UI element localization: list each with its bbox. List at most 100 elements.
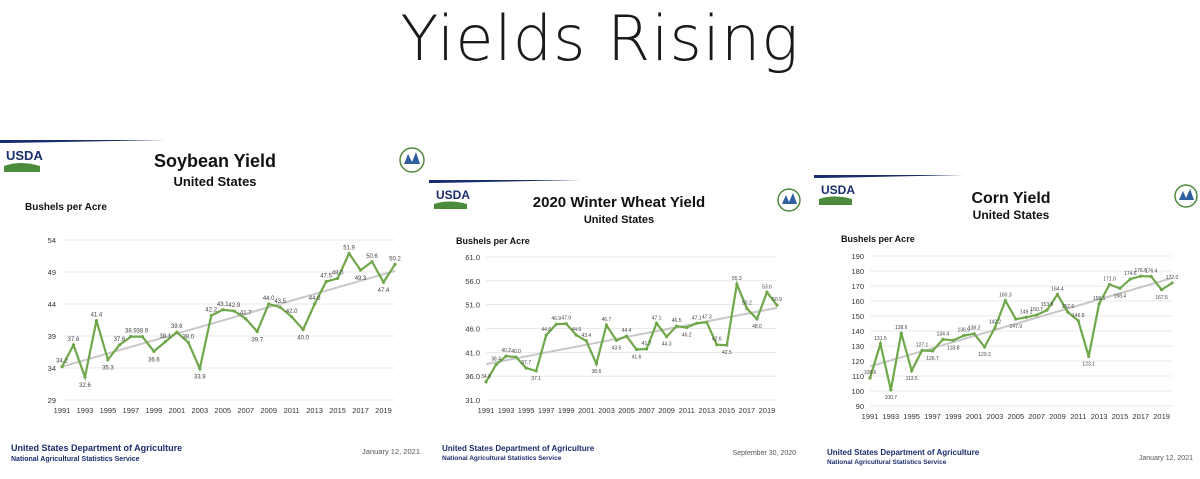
data-label: 49.3	[355, 276, 367, 282]
data-point	[614, 338, 619, 343]
x-tick-label: 2001	[168, 406, 185, 415]
data-label: 138.6	[895, 325, 908, 331]
y-tick-label: 31.0	[465, 396, 480, 405]
y-tick-label: 180	[851, 267, 864, 276]
data-label: 41.4	[91, 313, 103, 319]
data-point	[504, 354, 508, 358]
trend-line	[61, 269, 396, 368]
data-label: 38.9	[125, 329, 137, 335]
data-point	[594, 362, 598, 366]
data-point	[972, 332, 976, 336]
y-tick-label: 51.0	[465, 301, 480, 310]
data-point	[106, 358, 110, 362]
data-point	[564, 322, 568, 326]
x-tick-label: 1993	[498, 406, 515, 415]
x-tick-label: 1993	[77, 406, 94, 415]
data-label: 48.0	[332, 270, 344, 276]
data-point	[267, 302, 271, 306]
data-label: 150.7	[1030, 307, 1043, 313]
data-point	[381, 280, 386, 284]
data-label: 40.0	[511, 349, 521, 355]
data-label: 50.2	[742, 300, 752, 306]
data-label: 37.6	[68, 337, 80, 343]
footer-date: January 12, 2021	[1139, 455, 1193, 462]
data-point	[186, 340, 190, 344]
data-point	[140, 335, 144, 339]
data-point	[554, 322, 558, 326]
data-point	[695, 321, 699, 325]
x-tick-label: 2011	[679, 406, 695, 415]
data-label: 50.2	[389, 256, 401, 262]
footer-date: September 30, 2020	[733, 450, 797, 457]
data-label: 149.1	[1020, 309, 1033, 315]
data-label: 131.5	[874, 336, 887, 342]
data-label: 39.6	[171, 324, 183, 330]
data-label: 42.0	[286, 309, 298, 315]
data-point	[244, 317, 248, 321]
data-point	[514, 355, 518, 359]
x-tick-label: 2009	[260, 406, 277, 415]
data-label: 167.5	[1155, 295, 1168, 301]
data-label: 53.6	[762, 284, 772, 290]
y-tick-label: 29	[48, 396, 56, 405]
data-label: 47.4	[378, 288, 390, 294]
x-tick-label: 2003	[987, 412, 1004, 421]
footer-date: January 12, 2021	[362, 447, 420, 456]
data-label: 46.2	[682, 333, 692, 339]
nass-seal-icon	[1174, 184, 1198, 208]
data-point	[755, 317, 759, 321]
data-point	[370, 260, 374, 264]
trend-line	[869, 277, 1173, 368]
data-label: 146.8	[1072, 313, 1085, 319]
data-point	[198, 367, 202, 371]
x-tick-label: 2019	[759, 406, 776, 415]
x-tick-label: 2017	[1132, 412, 1149, 421]
x-tick-label: 2005	[1007, 412, 1024, 421]
x-tick-label: 2009	[658, 406, 675, 415]
data-label: 34.8	[481, 374, 491, 380]
x-tick-label: 1991	[862, 412, 879, 421]
data-point	[347, 251, 351, 256]
data-point	[1035, 313, 1039, 317]
data-point	[94, 319, 99, 323]
data-point	[725, 343, 729, 347]
x-tick-label: 1995	[903, 412, 920, 421]
data-point	[665, 335, 669, 339]
data-label: 55.3	[732, 276, 742, 282]
data-label: 47.3	[702, 314, 712, 320]
data-label: 42.6	[712, 337, 722, 343]
data-label: 44.4	[622, 328, 632, 334]
y-axis-label: Bushels per Acre	[25, 202, 107, 213]
data-point	[584, 339, 588, 343]
data-label: 153.9	[1041, 302, 1054, 308]
data-point	[1128, 277, 1132, 281]
data-label: 129.3	[978, 352, 991, 358]
data-point	[1149, 274, 1153, 278]
data-label: 43.4	[581, 333, 591, 339]
data-label: 50.6	[366, 254, 378, 260]
data-label: 41.6	[632, 354, 642, 360]
data-label: 158.1	[1093, 296, 1106, 302]
data-point	[765, 290, 769, 294]
data-label: 138.2	[968, 326, 981, 332]
data-point	[993, 326, 997, 330]
data-point	[83, 375, 87, 379]
x-tick-label: 2007	[1028, 412, 1045, 421]
chart-subtitle: United States	[173, 174, 256, 189]
corn-panel: USDA Corn Yield United States Bushels pe…	[814, 175, 1200, 470]
x-tick-label: 2017	[352, 406, 369, 415]
x-tick-label: 1991	[54, 406, 71, 415]
data-point	[1024, 315, 1028, 319]
data-point	[634, 347, 639, 352]
data-point	[524, 366, 528, 370]
data-point	[71, 343, 76, 347]
data-point	[715, 343, 719, 347]
x-tick-label: 2015	[718, 406, 735, 415]
data-label: 40.0	[297, 336, 309, 342]
data-label: 38.0	[182, 334, 194, 340]
data-point	[910, 369, 914, 373]
x-tick-label: 2007	[237, 406, 254, 415]
x-tick-label: 1999	[146, 406, 163, 415]
x-tick-label: 2011	[1070, 412, 1086, 421]
y-tick-label: 44	[48, 300, 56, 309]
